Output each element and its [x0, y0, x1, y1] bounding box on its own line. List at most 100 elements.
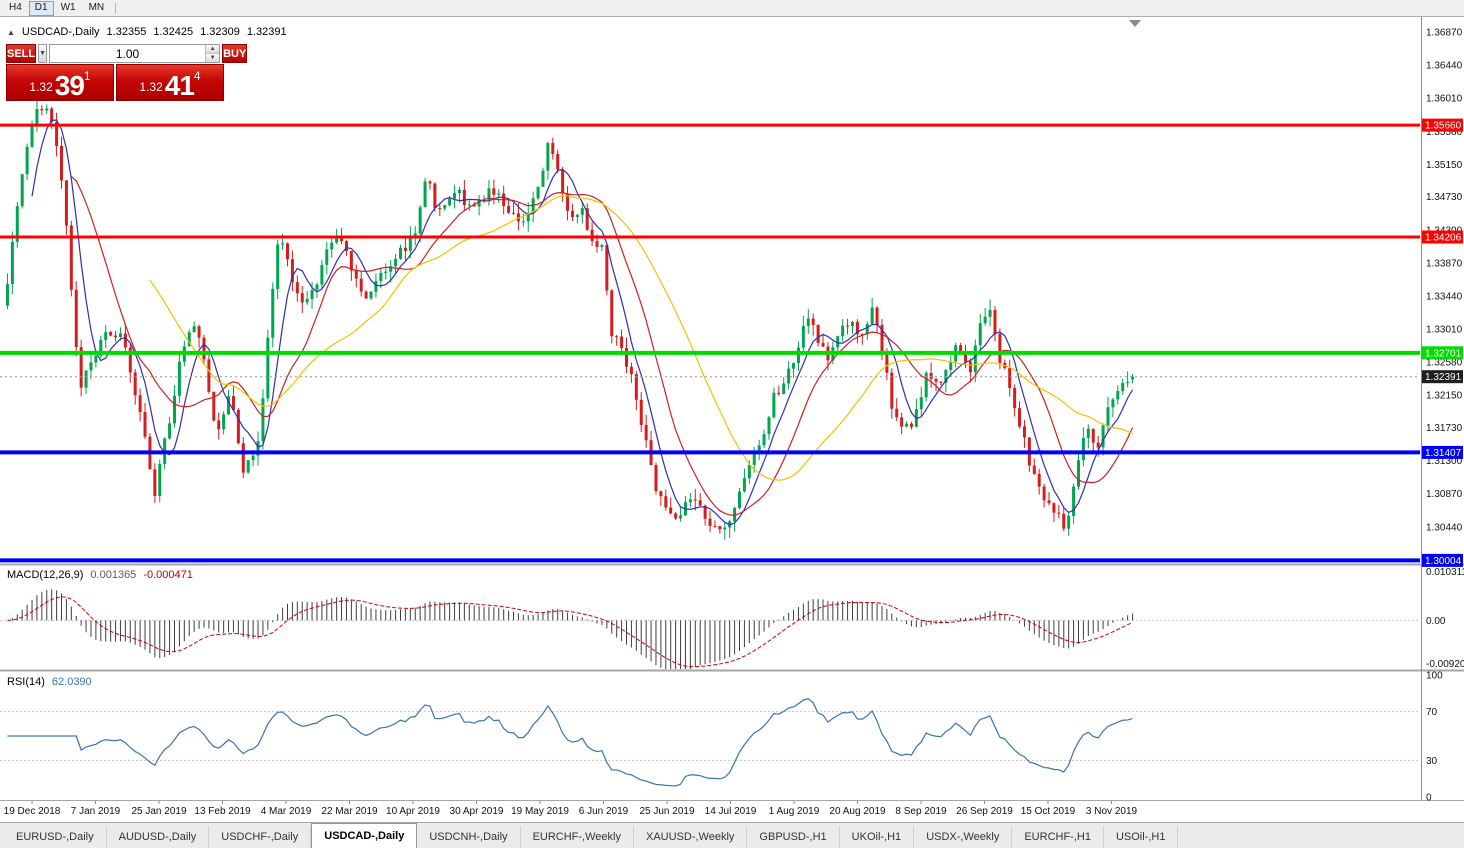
candle: [973, 345, 977, 373]
candle: [187, 332, 191, 347]
tab-ukoil-h1[interactable]: UKOil-,H1: [840, 826, 915, 848]
chart-background: [0, 17, 1464, 822]
candle: [138, 395, 142, 413]
svg-text:1.30004: 1.30004: [1425, 556, 1462, 567]
candle: [1018, 408, 1022, 427]
candle: [821, 342, 825, 347]
candle: [875, 307, 879, 325]
candle: [394, 258, 398, 267]
sell-price-pips: 39: [54, 70, 85, 102]
candle: [399, 247, 402, 259]
date-axis-label: 1 Aug 2019: [769, 806, 820, 817]
candle: [472, 204, 476, 207]
candle: [227, 396, 231, 415]
candle: [266, 337, 270, 399]
date-axis-label: 4 Mar 2019: [261, 806, 312, 817]
volume-input[interactable]: [50, 45, 206, 62]
candle: [74, 289, 78, 348]
tab-usdcad-daily[interactable]: USDCAD-,Daily: [311, 823, 418, 848]
chart-tab-bar: EURUSD-,Daily AUDUSD-,Daily USDCHF-,Daily U…: [0, 822, 1464, 848]
candle: [792, 363, 796, 369]
candle: [241, 443, 245, 473]
buy-button[interactable]: BUY: [222, 44, 248, 63]
candle: [349, 250, 353, 271]
candle: [629, 366, 633, 375]
svg-text:1.35660: 1.35660: [1425, 121, 1462, 132]
candle: [1042, 486, 1046, 501]
candle: [1131, 376, 1135, 380]
candle: [846, 325, 850, 327]
tab-eurchf-h1[interactable]: EURCHF-,H1: [1012, 826, 1104, 848]
time-scale[interactable]: [0, 800, 1464, 822]
candle: [556, 153, 560, 170]
collapse-one-click-icon[interactable]: ▲: [7, 27, 15, 37]
tab-usdchf-daily[interactable]: USDCHF-,Daily: [209, 826, 312, 848]
candle: [968, 361, 972, 373]
candle: [64, 180, 68, 226]
candle: [1116, 391, 1120, 400]
candle: [919, 397, 923, 410]
timeframe-w1-button[interactable]: W1: [55, 1, 82, 16]
candle: [679, 515, 683, 519]
timeframe-mn-button[interactable]: MN: [83, 1, 111, 16]
buy-price-display[interactable]: 1.32 41 4: [116, 64, 224, 101]
tab-eurusd-daily[interactable]: EURUSD-,Daily: [4, 826, 107, 848]
sell-button[interactable]: SELL: [6, 44, 37, 63]
candle: [757, 445, 761, 453]
timeframe-d1-button[interactable]: D1: [28, 0, 54, 16]
timeframe-h4-button[interactable]: H4: [3, 1, 28, 16]
candle: [45, 108, 49, 111]
candle: [256, 441, 260, 456]
candle: [104, 332, 108, 340]
candle: [1047, 500, 1051, 504]
candle: [777, 392, 781, 395]
candle: [1101, 425, 1105, 448]
candle: [512, 212, 515, 214]
tab-audusd-daily[interactable]: AUDUSD-,Daily: [107, 826, 210, 848]
candle: [988, 309, 992, 317]
tab-usoil-h1[interactable]: USOil-,H1: [1104, 826, 1179, 848]
candle: [60, 145, 63, 181]
candle: [615, 336, 619, 338]
candle: [865, 323, 869, 335]
candle: [566, 193, 570, 211]
candle: [109, 332, 113, 336]
chart-area[interactable]: 1.36870 1.36440 1.36010 1.35580 1.35150 1.347…: [0, 17, 1464, 822]
price-axis-label: 1.34730: [1426, 192, 1463, 203]
svg-text:1.34206: 1.34206: [1425, 233, 1462, 244]
price-chart-svg[interactable]: 1.36870 1.36440 1.36010 1.35580 1.35150 1.347…: [0, 17, 1464, 822]
candle: [905, 423, 909, 427]
price-axis-label: 1.33870: [1426, 258, 1463, 269]
candle: [885, 353, 889, 373]
candle: [713, 526, 717, 528]
price-axis-label: 1.33010: [1426, 325, 1463, 336]
tab-gbpusd-h1[interactable]: GBPUSD-,H1: [747, 826, 840, 848]
candle: [816, 324, 820, 343]
axis-price-badge: 1.35660: [1422, 118, 1463, 132]
chart-shift-marker-icon[interactable]: [1129, 20, 1141, 27]
candle: [796, 347, 800, 364]
candle: [551, 143, 555, 154]
tab-usdcnh-daily[interactable]: USDCNH-,Daily: [417, 826, 521, 848]
volume-up-button[interactable]: ▲: [206, 45, 220, 54]
toolbar-separator: [115, 2, 117, 14]
tab-eurchf-weekly[interactable]: EURCHF-,Weekly: [521, 826, 634, 848]
svg-text:1.32391: 1.32391: [1425, 372, 1462, 383]
volume-down-button[interactable]: ▼: [206, 54, 220, 62]
candle: [261, 398, 265, 442]
candle: [708, 518, 712, 527]
candle: [340, 237, 344, 241]
volume-dropdown-button[interactable]: ▼: [38, 44, 48, 63]
tab-xauusd-weekly[interactable]: XAUUSD-,Weekly: [634, 826, 748, 848]
candle: [89, 362, 93, 371]
ma-line-30: [149, 195, 1133, 481]
rsi-pane: [0, 698, 1420, 787]
candle: [841, 325, 845, 337]
candle: [772, 392, 776, 418]
tab-usdx-weekly[interactable]: USDX-,Weekly: [914, 826, 1013, 848]
sell-price-display[interactable]: 1.32 39 1: [6, 64, 114, 101]
candle: [978, 323, 982, 346]
candle: [35, 109, 39, 125]
candle: [752, 452, 756, 465]
candle: [880, 324, 884, 354]
